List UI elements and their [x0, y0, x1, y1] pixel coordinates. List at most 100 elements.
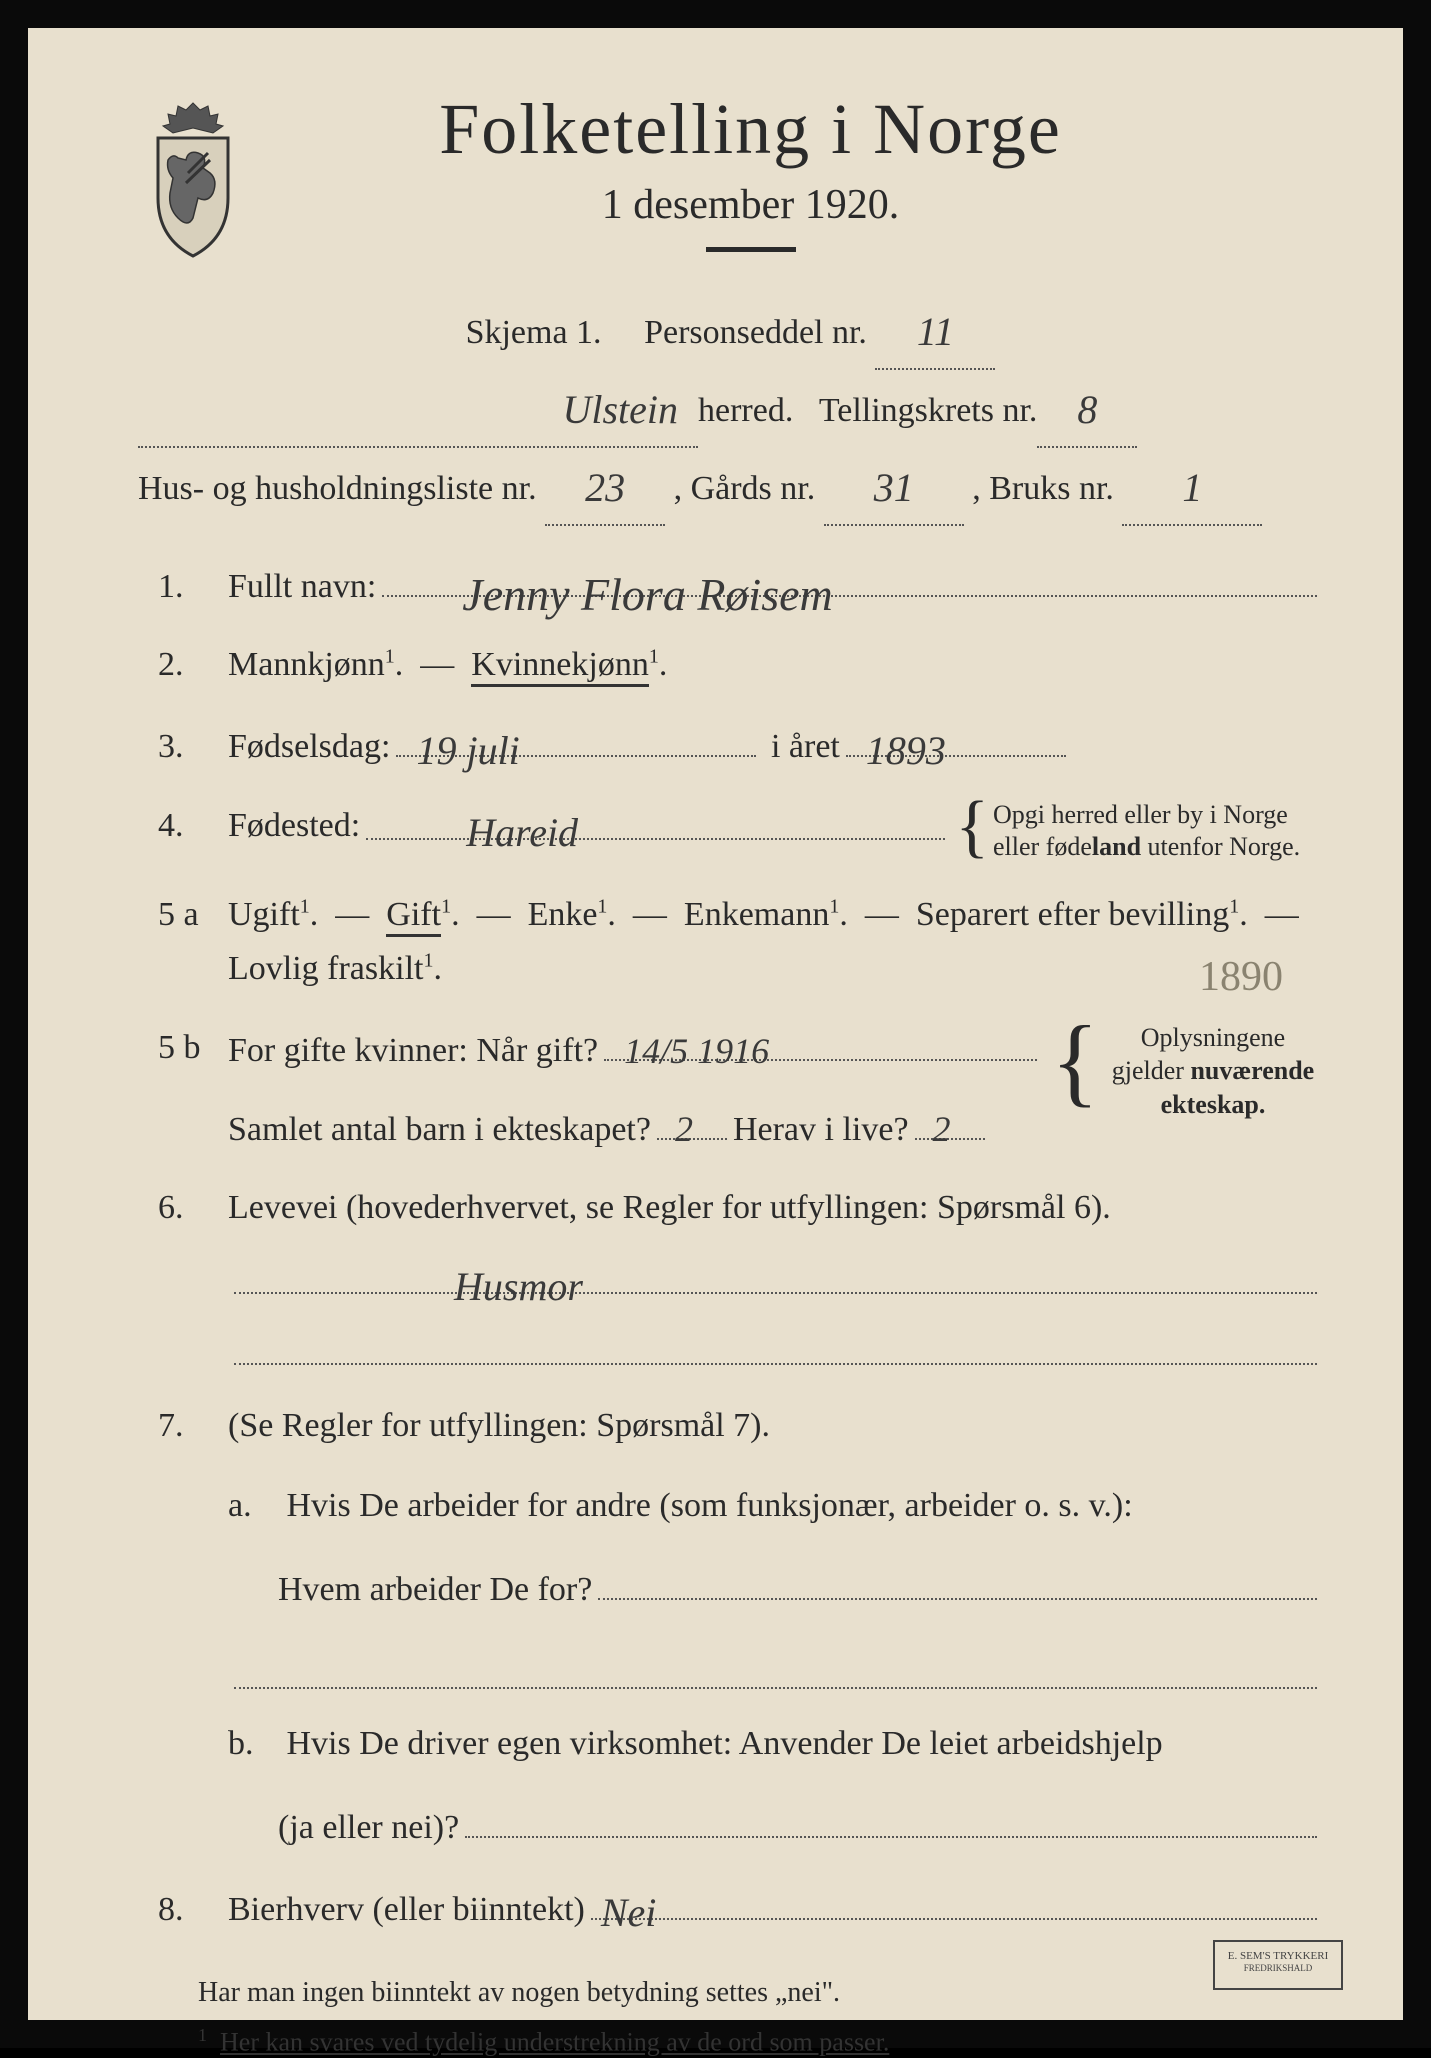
q8-field: Nei [591, 1879, 1317, 1920]
q4-note: Opgi herred eller by i Norge eller fødel… [993, 799, 1323, 864]
q5b-live-label: Herav i live? [733, 1103, 909, 1157]
header: Folketelling i Norge 1 desember 1920. [138, 88, 1323, 282]
q5b-when-field: 14/5 1916 [604, 1021, 1037, 1062]
census-form-page: Folketelling i Norge 1 desember 1920. Sk… [0, 0, 1431, 2048]
q7b-text1: Hvis De driver egen virksomhet: Anvender… [287, 1725, 1163, 1762]
q5b-barn: 2 [675, 1101, 693, 1142]
title-rule [706, 247, 796, 252]
q6-num: 6. [138, 1181, 228, 1235]
gards-label: , Gårds nr. [674, 470, 816, 507]
q5b-live-field: 2 [915, 1099, 985, 1140]
q6-label: Levevei (hovederhvervet, se Regler for u… [228, 1189, 1111, 1226]
title-block: Folketelling i Norge 1 desember 1920. [278, 88, 1323, 282]
herred-value: Ulstein [138, 370, 698, 448]
husliste-label: Hus- og husholdningsliste nr. [138, 470, 537, 507]
herred-line: Ulstein herred. Tellingskrets nr. 8 [138, 370, 1323, 448]
q5a-body: Ugift1. — Gift1. — Enke1. — Enkemann1. —… [228, 888, 1323, 997]
q6: 6. Levevei (hovederhvervet, se Regler fo… [138, 1181, 1323, 1365]
q7a-text1: Hvis De arbeider for andre (som funksjon… [287, 1487, 1133, 1524]
q6-value-field: Husmor [234, 1253, 1317, 1294]
q7b-text2: (ja eller nei)? [278, 1801, 459, 1855]
q5b-barn-field: 2 [657, 1099, 727, 1140]
q5b-body: For gifte kvinner: Når gift? 14/5 1916 S… [228, 1021, 1323, 1157]
q7: 7. (Se Regler for utfyllingen: Spørsmål … [138, 1399, 1323, 1855]
q4-value: Hareid [466, 801, 578, 842]
q3-year: 1893 [866, 719, 946, 760]
q3-body: Fødselsdag: 19 juli i året 1893 [228, 717, 1323, 775]
q7-body: (Se Regler for utfyllingen: Spørsmål 7).… [228, 1399, 1323, 1855]
herred-label: herred. [698, 379, 793, 444]
q3-day: 19 juli [416, 719, 519, 760]
q3-num: 3. [138, 720, 228, 774]
q7-num: 7. [138, 1399, 228, 1453]
q1-value-field: Jenny Flora Røisem [382, 556, 1317, 597]
q8: 8. Bierhverv (eller biinntekt) Nei [138, 1879, 1323, 1937]
stamp-line1: E. SEM'S TRYKKERI [1215, 1950, 1341, 1963]
q5b: 5 b For gifte kvinner: Når gift? 14/5 19… [138, 1021, 1323, 1157]
q6-blank-line [234, 1324, 1317, 1365]
q7b-label: b. [228, 1717, 278, 1771]
q3-day-field: 19 juli [396, 717, 756, 758]
q5b-num: 5 b [138, 1021, 228, 1075]
q5b-note: Oplysningene gjelder nuværende ekteskap. [1103, 1021, 1323, 1122]
q8-body: Bierhverv (eller biinntekt) Nei [228, 1879, 1323, 1937]
personseddel-label: Personseddel nr. [644, 314, 867, 351]
main-title: Folketelling i Norge [278, 88, 1223, 171]
q5b-barn-label: Samlet antal barn i ekteskapet? [228, 1103, 651, 1157]
brace-icon: { [1051, 1021, 1099, 1101]
q8-num: 8. [138, 1883, 228, 1937]
q2-body: Mannkjønn1. — Kvinnekjønn1. [228, 638, 1323, 692]
q2-opt2: Kvinnekjønn [471, 646, 649, 687]
q8-label: Bierhverv (eller biinntekt) [228, 1883, 585, 1937]
q5a: 5 a Ugift1. — Gift1. — Enke1. — Enkemann… [138, 888, 1323, 997]
q3-year-label: i året [771, 720, 840, 774]
stamp-line2: FREDRIKSHALD [1215, 1963, 1341, 1974]
bruks-nr: 1 [1122, 448, 1262, 526]
tellingskrets-nr: 8 [1037, 370, 1137, 448]
footnote: Har man ingen biinntekt av nogen betydni… [138, 1977, 1323, 2009]
q7a-text2: Hvem arbeider De for? [278, 1563, 592, 1617]
q5a-num: 5 a [138, 888, 228, 942]
husliste-nr: 23 [545, 448, 665, 526]
q8-value: Nei [601, 1881, 657, 1922]
gards-nr: 31 [824, 448, 964, 526]
q5a-enke: Enke [528, 896, 598, 933]
bottom-cut-text: 1 Her kan svares ved tydelig understrekn… [138, 2025, 1323, 2058]
personseddel-nr: 11 [875, 292, 995, 370]
meta-block: Skjema 1. Personseddel nr. 11 Ulstein he… [138, 292, 1323, 526]
skjema-label: Skjema 1. [466, 314, 602, 351]
q2-opt1: Mannkjønn [228, 646, 385, 683]
q6-value: Husmor [454, 1255, 583, 1296]
q5b-when-label: For gifte kvinner: Når gift? [228, 1024, 598, 1078]
q5a-enkemann: Enkemann [684, 896, 829, 933]
printer-stamp: E. SEM'S TRYKKERI FREDRIKSHALD [1213, 1940, 1343, 1990]
bruks-label: , Bruks nr. [972, 470, 1114, 507]
subtitle: 1 desember 1920. [278, 181, 1223, 229]
q4: 4. Fødested: Hareid { Opgi herred eller … [138, 799, 1323, 864]
q5b-when: 14/5 1916 [624, 1023, 769, 1064]
coat-of-arms-icon [138, 98, 248, 258]
skjema-line: Skjema 1. Personseddel nr. 11 [138, 292, 1323, 370]
q5a-pencil-note: 1890 [1199, 944, 1283, 1011]
q6-body: Levevei (hovederhvervet, se Regler for u… [228, 1181, 1323, 1365]
q5a-gift: Gift [386, 896, 441, 937]
q5a-ugift: Ugift [228, 896, 300, 933]
q5a-fraskilt: Lovlig fraskilt [228, 950, 423, 987]
q5b-live: 2 [933, 1101, 951, 1142]
q1-num: 1. [138, 560, 228, 614]
q4-body: Fødested: Hareid { Opgi herred eller by … [228, 799, 1323, 864]
q7a-label: a. [228, 1479, 278, 1533]
q1-value: Jenny Flora Røisem [462, 558, 832, 599]
q1: 1. Fullt navn: Jenny Flora Røisem [138, 556, 1323, 614]
q2: 2. Mannkjønn1. — Kvinnekjønn1. [138, 638, 1323, 692]
q4-num: 4. [138, 799, 228, 853]
husliste-line: Hus- og husholdningsliste nr. 23 , Gårds… [138, 448, 1323, 526]
q7a-field [598, 1560, 1317, 1601]
q3-label: Fødselsdag: [228, 720, 390, 774]
q4-label: Fødested: [228, 799, 360, 853]
q1-label: Fullt navn: [228, 560, 376, 614]
q3: 3. Fødselsdag: 19 juli i året 1893 [138, 717, 1323, 775]
brace-icon: { [955, 799, 989, 855]
tellingskrets-label: Tellingskrets nr. [819, 379, 1038, 444]
q3-year-field: 1893 [846, 717, 1066, 758]
